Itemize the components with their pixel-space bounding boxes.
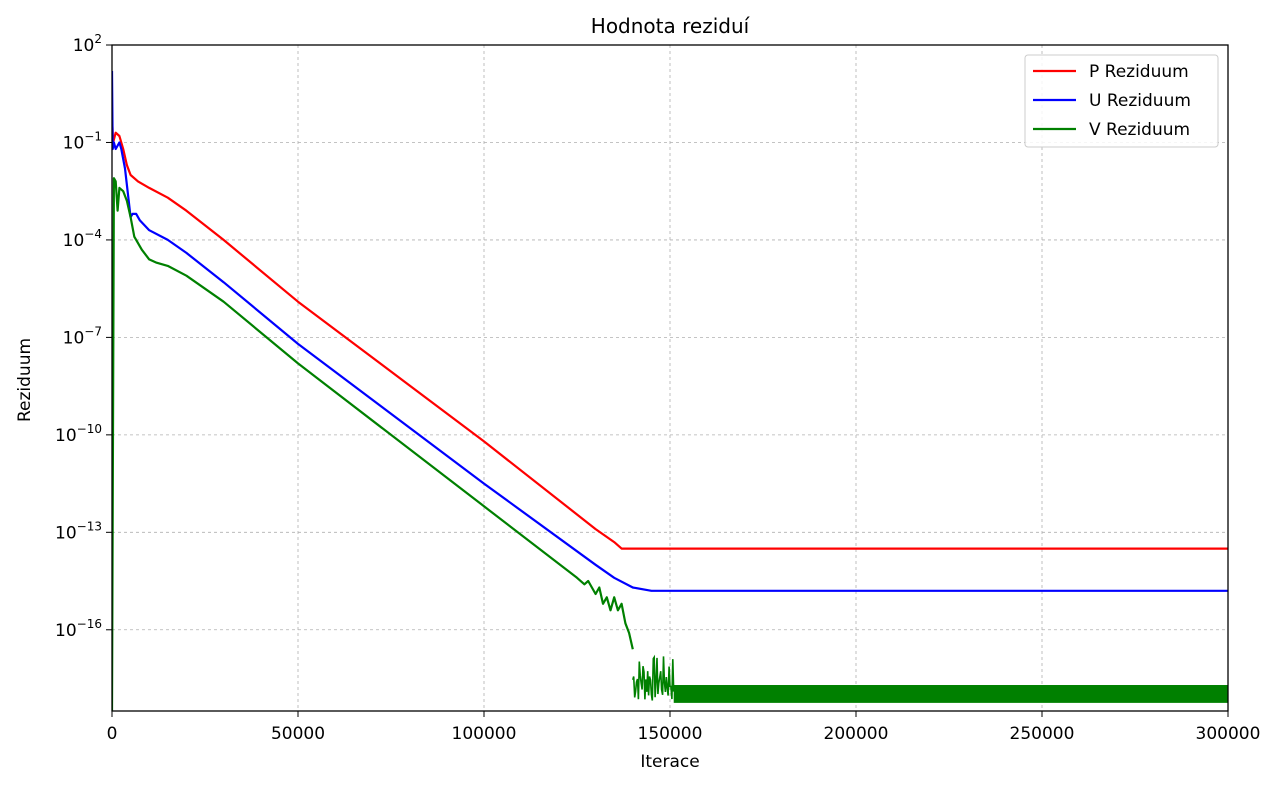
y-tick-label: 10−1: [63, 129, 102, 153]
y-tick-label: 10−16: [55, 617, 102, 641]
u-residual-line: [112, 70, 1228, 592]
legend-label-p: P Rezi­duum: [1089, 62, 1189, 82]
x-tick-label: 300000: [1196, 724, 1261, 744]
x-tick-label: 50000: [271, 724, 325, 744]
x-tick-label: 0: [107, 724, 118, 744]
y-tick-label: 10−13: [55, 519, 102, 543]
y-tick-label: 102: [73, 32, 102, 56]
chart-title: Hodnota reziduí: [591, 14, 751, 38]
legend: P Rezi­duum U Rezi­duum V Rezi­duum: [1024, 54, 1219, 148]
y-axis: 102 10−1 10−4 10−7 10−10 10−13 10−16: [55, 32, 112, 641]
x-tick-label: 200000: [824, 724, 889, 744]
v-residual-band: [673, 685, 1228, 703]
series-layer: [112, 70, 1228, 711]
y-tick-label: 10−4: [63, 227, 102, 251]
v-residual-line: [112, 177, 634, 711]
y-tick-label: 10−10: [55, 422, 102, 446]
legend-box: [1024, 54, 1219, 148]
x-tick-label: 100000: [452, 724, 517, 744]
x-axis-label: Iterace: [640, 752, 699, 772]
x-tick-label: 150000: [638, 724, 703, 744]
v-residual-noise: [632, 654, 675, 701]
p-residual-line: [112, 116, 1228, 550]
y-tick-label: 10−7: [63, 324, 102, 348]
y-axis-label: Reziduum: [15, 338, 35, 422]
legend-label-u: U Rezi­duum: [1089, 91, 1191, 111]
legend-label-v: V Rezi­duum: [1089, 120, 1190, 140]
x-axis: 0 50000 100000 150000 200000 250000 300000: [107, 711, 1261, 744]
x-tick-label: 250000: [1010, 724, 1075, 744]
